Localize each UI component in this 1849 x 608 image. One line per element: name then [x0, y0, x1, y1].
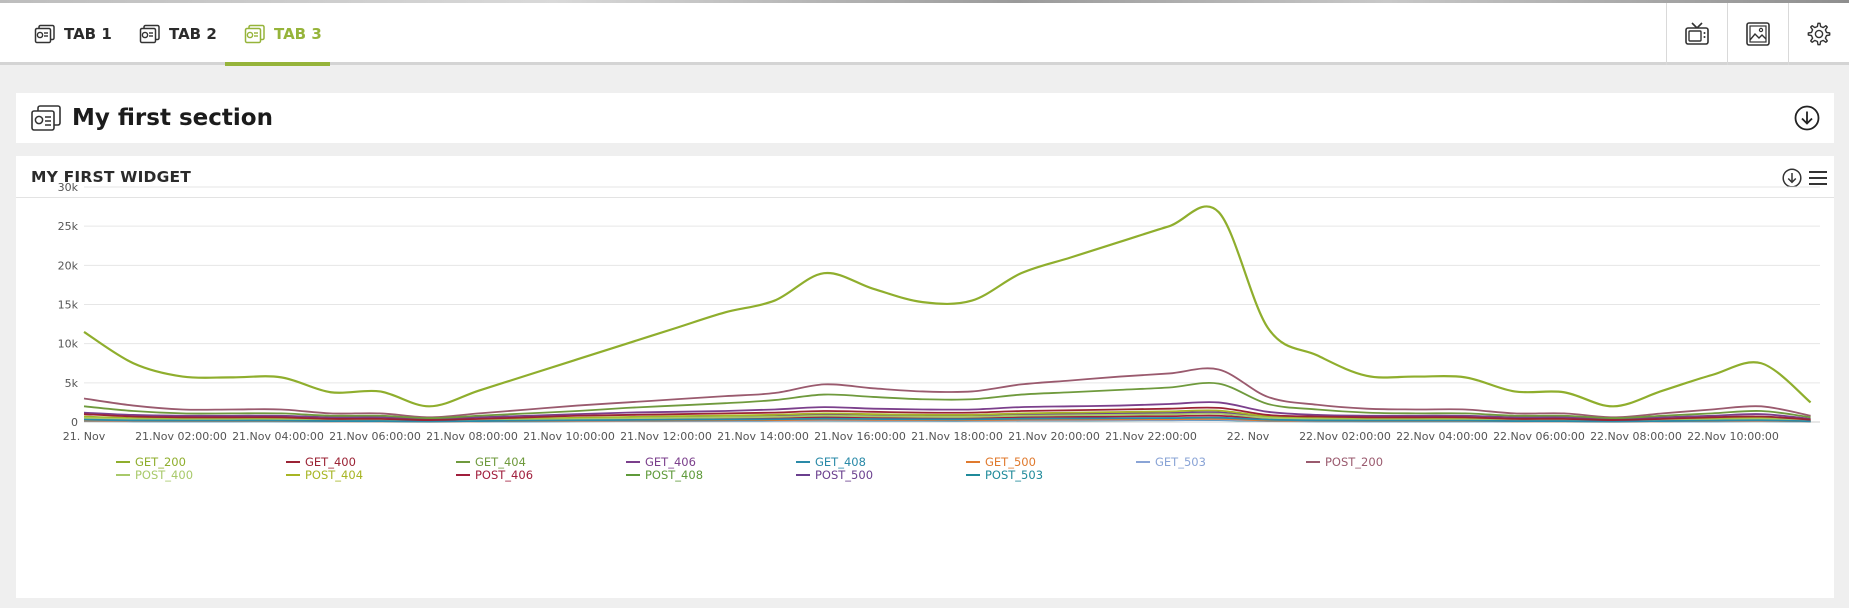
x-tick-label: 22.Nov 06:00:00 — [1493, 430, 1585, 443]
x-tick-label: 21.Nov 16:00:00 — [814, 430, 906, 443]
section-dashboard-icon — [31, 105, 61, 131]
top-strip — [0, 0, 1849, 3]
legend-label: POST_503 — [985, 468, 1043, 482]
legend-label: GET_404 — [475, 455, 526, 469]
gear-icon — [1807, 22, 1831, 46]
x-tick-label: 21.Nov 22:00:00 — [1105, 430, 1197, 443]
tv-icon — [1685, 22, 1709, 45]
legend-item[interactable]: GET_408 — [796, 455, 866, 469]
legend-item[interactable]: POST_408 — [626, 468, 703, 482]
widget-title: MY FIRST WIDGET — [31, 167, 192, 186]
x-tick-label: 22.Nov 04:00:00 — [1396, 430, 1488, 443]
legend-label: GET_400 — [305, 455, 356, 469]
x-tick-label: 21.Nov 14:00:00 — [717, 430, 809, 443]
legend-item[interactable]: POST_406 — [456, 468, 533, 482]
series-line-get-200 — [83, 205, 1812, 408]
x-tick-label: 21.Nov 18:00:00 — [911, 430, 1003, 443]
legend-label: POST_404 — [305, 468, 363, 482]
y-tick-label: 0 — [71, 416, 78, 429]
legend-item[interactable]: POST_200 — [1306, 455, 1383, 469]
active-tab-indicator — [225, 62, 330, 66]
legend-label: GET_408 — [815, 455, 866, 469]
dashboard-icon — [34, 24, 55, 44]
widget-header: MY FIRST WIDGET — [16, 156, 1834, 198]
widget-card: MY FIRST WIDGET 0 5k 10k 15k 20k 25k 30k 21. No… — [16, 156, 1834, 598]
x-tick-label: 22.Nov 02:00:00 — [1299, 430, 1391, 443]
legend-label: GET_503 — [1155, 455, 1206, 469]
x-tick-label: 21.Nov 12:00:00 — [620, 430, 712, 443]
tab-1-label: TAB 1 — [64, 25, 112, 43]
series-line-get-406 — [83, 401, 1811, 421]
section-header: My first section — [16, 93, 1834, 143]
dashboard-icon — [139, 24, 160, 44]
legend-label: GET_500 — [985, 455, 1036, 469]
legend-item[interactable]: POST_503 — [966, 468, 1043, 482]
x-tick-label: 22.Nov 08:00:00 — [1590, 430, 1682, 443]
legend-item[interactable]: POST_400 — [116, 468, 193, 482]
y-tick-label: 5k — [65, 377, 79, 390]
y-tick-label: 10k — [58, 338, 79, 351]
y-tick-label: 20k — [58, 259, 79, 272]
y-tick-label: 30k — [58, 181, 79, 194]
x-tick-label: 21.Nov 10:00:00 — [523, 430, 615, 443]
x-tick-label: 21.Nov 08:00:00 — [426, 430, 518, 443]
tab-2-label: TAB 2 — [169, 25, 217, 43]
series-line-post-200 — [83, 367, 1811, 419]
legend-label: GET_200 — [135, 455, 186, 469]
tab-1[interactable]: TAB 1 — [20, 3, 126, 65]
legend-label: GET_406 — [645, 455, 696, 469]
x-tick-label: 21.Nov 02:00:00 — [135, 430, 227, 443]
legend-item[interactable]: GET_406 — [626, 455, 696, 469]
legend-item[interactable]: GET_404 — [456, 455, 526, 469]
y-tick-label: 15k — [58, 299, 79, 312]
line-chart: 0 5k 10k 15k 20k 25k 30k 21. Nov 21.Nov 02:00:00… — [58, 181, 1820, 482]
legend-label: POST_200 — [1325, 455, 1383, 469]
section-title: My first section — [72, 105, 273, 131]
legend-item[interactable]: GET_400 — [286, 455, 356, 469]
x-tick-label: 21.Nov 20:00:00 — [1008, 430, 1100, 443]
legend-item[interactable]: POST_404 — [286, 468, 363, 482]
legend-label: POST_500 — [815, 468, 873, 482]
section-download-icon[interactable] — [1794, 105, 1820, 131]
series-line-get-404 — [83, 382, 1811, 419]
tab-3-label: TAB 3 — [274, 25, 322, 43]
series-line-get-408 — [83, 416, 1811, 423]
dashboard-icon — [244, 24, 265, 44]
hamburger-menu-icon[interactable] — [1808, 169, 1828, 187]
legend-item[interactable]: GET_200 — [116, 455, 186, 469]
legend-item[interactable]: GET_500 — [966, 455, 1036, 469]
x-tick-label: 22. Nov — [1227, 430, 1270, 443]
series-line-get-400 — [83, 406, 1811, 421]
x-tick-label: 22.Nov 10:00:00 — [1687, 430, 1779, 443]
image-icon — [1746, 22, 1770, 46]
x-tick-label: 21.Nov 04:00:00 — [232, 430, 324, 443]
legend-item[interactable]: GET_503 — [1136, 455, 1206, 469]
legend-label: POST_406 — [475, 468, 533, 482]
legend-item[interactable]: POST_500 — [796, 468, 873, 482]
x-tick-label: 21. Nov — [63, 430, 106, 443]
legend-label: POST_400 — [135, 468, 193, 482]
tab-3[interactable]: TAB 3 — [230, 3, 336, 65]
image-export-button[interactable] — [1727, 3, 1788, 65]
settings-button[interactable] — [1788, 3, 1849, 65]
x-tick-label: 21.Nov 06:00:00 — [329, 430, 421, 443]
toolbar-icons — [1666, 3, 1849, 65]
tv-mode-button[interactable] — [1666, 3, 1727, 65]
y-tick-label: 25k — [58, 220, 79, 233]
legend-label: POST_408 — [645, 468, 703, 482]
top-bar: TAB 1 TAB 2 TAB 3 — [0, 3, 1849, 66]
tab-2[interactable]: TAB 2 — [125, 3, 231, 65]
